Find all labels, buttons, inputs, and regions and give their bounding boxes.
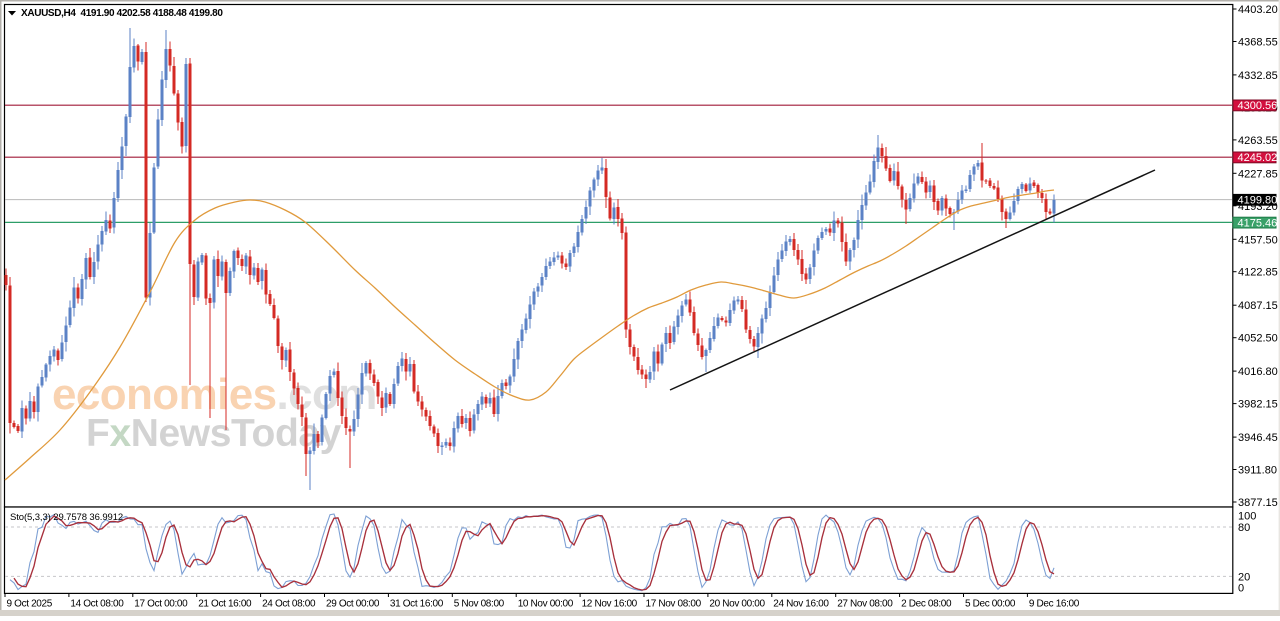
svg-text:4175.46: 4175.46	[1238, 217, 1278, 229]
svg-text:80: 80	[1238, 522, 1250, 534]
svg-text:5 Nov 08:00: 5 Nov 08:00	[454, 599, 505, 610]
svg-text:27 Nov 08:00: 27 Nov 08:00	[837, 599, 893, 610]
svg-text:Sto(5,3,3) 29.7578 36.9912: Sto(5,3,3) 29.7578 36.9912	[10, 512, 123, 523]
svg-text:24 Nov 16:00: 24 Nov 16:00	[773, 599, 829, 610]
svg-text:4300.56: 4300.56	[1238, 100, 1278, 112]
svg-text:4157.50: 4157.50	[1238, 234, 1278, 246]
svg-text:4122.85: 4122.85	[1238, 267, 1278, 279]
svg-text:4199.80: 4199.80	[1238, 195, 1278, 207]
svg-text:14 Oct 08:00: 14 Oct 08:00	[70, 599, 124, 610]
svg-text:FxNewsToday: FxNewsToday	[86, 412, 342, 455]
svg-text:20 Nov 00:00: 20 Nov 00:00	[709, 599, 765, 610]
svg-text:4052.50: 4052.50	[1238, 333, 1278, 345]
svg-text:XAUUSD,H4 4191.90 4202.58 418: XAUUSD,H4 4191.90 4202.58 4188.48 4199.8…	[21, 8, 223, 19]
svg-text:9 Dec 16:00: 9 Dec 16:00	[1029, 599, 1080, 610]
svg-text:5 Dec 00:00: 5 Dec 00:00	[965, 599, 1016, 610]
svg-text:3946.45: 3946.45	[1238, 432, 1278, 444]
svg-text:29 Oct 00:00: 29 Oct 00:00	[326, 599, 380, 610]
svg-text:21 Oct 16:00: 21 Oct 16:00	[198, 599, 252, 610]
svg-text:9 Oct 2025: 9 Oct 2025	[7, 599, 53, 610]
svg-text:4403.20: 4403.20	[1238, 4, 1278, 16]
svg-text:4016.80: 4016.80	[1238, 366, 1278, 378]
svg-text:24 Oct 08:00: 24 Oct 08:00	[262, 599, 316, 610]
svg-text:3911.80: 3911.80	[1238, 465, 1277, 477]
svg-text:17 Oct 00:00: 17 Oct 00:00	[134, 599, 188, 610]
svg-text:2 Dec 08:00: 2 Dec 08:00	[901, 599, 952, 610]
svg-text:12 Nov 16:00: 12 Nov 16:00	[582, 599, 638, 610]
svg-text:4332.85: 4332.85	[1238, 70, 1278, 82]
svg-text:3877.15: 3877.15	[1238, 497, 1278, 509]
svg-text:100: 100	[1238, 511, 1256, 523]
svg-text:4245.02: 4245.02	[1238, 152, 1278, 164]
svg-text:31 Oct 16:00: 31 Oct 16:00	[390, 599, 444, 610]
svg-text:4368.55: 4368.55	[1238, 37, 1278, 49]
svg-text:4087.15: 4087.15	[1238, 300, 1278, 312]
svg-text:4263.55: 4263.55	[1238, 135, 1278, 147]
svg-text:3982.15: 3982.15	[1238, 399, 1278, 411]
svg-text:10 Nov 00:00: 10 Nov 00:00	[518, 599, 574, 610]
svg-text:0: 0	[1238, 583, 1244, 595]
svg-text:20: 20	[1238, 571, 1250, 583]
svg-text:4227.85: 4227.85	[1238, 168, 1278, 180]
svg-text:17 Nov 08:00: 17 Nov 08:00	[646, 599, 702, 610]
